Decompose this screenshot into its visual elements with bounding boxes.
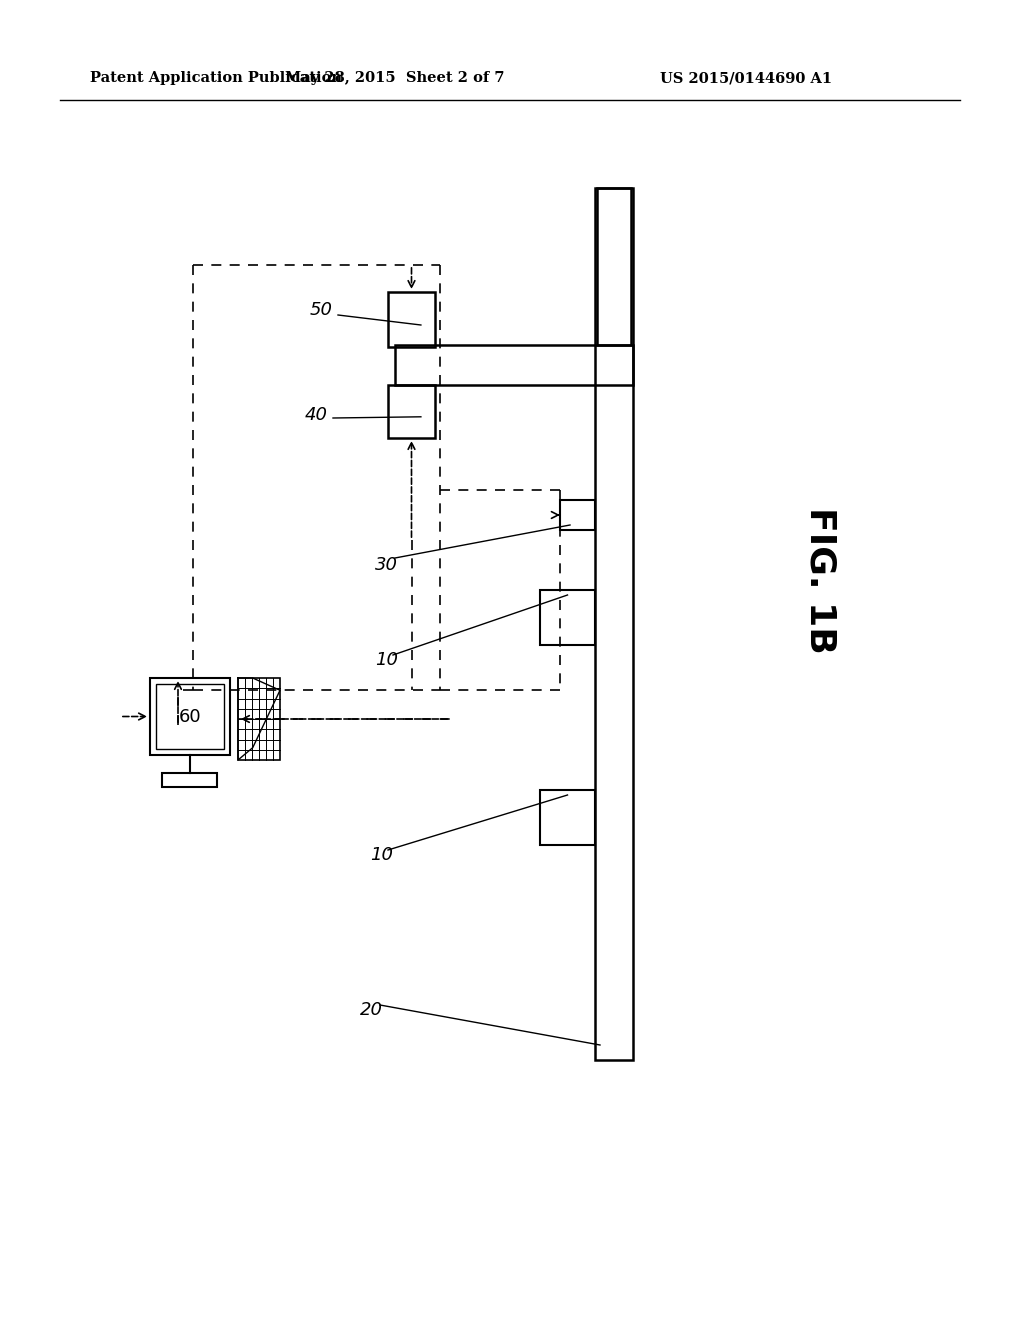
Bar [560,500,595,531]
Text: 60: 60 [178,708,202,726]
Text: May 28, 2015  Sheet 2 of 7: May 28, 2015 Sheet 2 of 7 [286,71,505,84]
Text: US 2015/0144690 A1: US 2015/0144690 A1 [660,71,833,84]
Bar [388,385,435,438]
Bar [388,292,435,347]
Text: 20: 20 [360,1001,383,1019]
Bar [162,774,217,787]
Text: 50: 50 [310,301,333,319]
Bar [595,187,633,1060]
Text: 10: 10 [370,846,393,865]
Bar [150,678,230,755]
Text: 40: 40 [305,407,328,424]
Bar [597,187,631,345]
Text: 30: 30 [375,556,398,574]
Text: FIG. 1B: FIG. 1B [803,507,837,653]
Bar [395,345,633,385]
Bar [238,678,280,760]
Bar [540,789,595,845]
Bar [156,684,224,748]
Bar [540,590,595,645]
Text: 10: 10 [375,651,398,669]
Text: Patent Application Publication: Patent Application Publication [90,71,342,84]
